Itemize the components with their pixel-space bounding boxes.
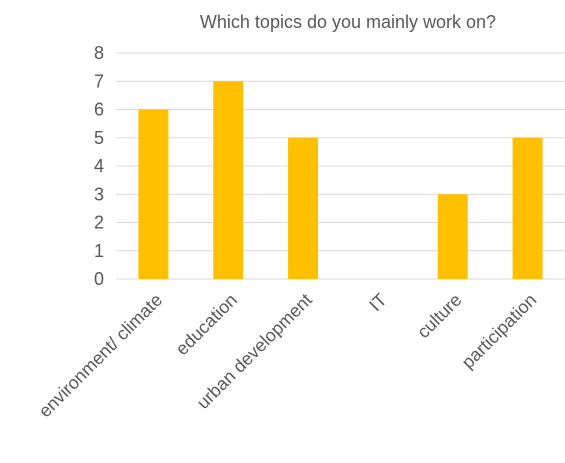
bar [213, 81, 244, 279]
x-tick-label: culture [413, 290, 465, 342]
bar [437, 194, 468, 279]
x-tick-label: IT [365, 290, 390, 315]
gridlines [116, 52, 565, 280]
x-tick-label: environment/ climate [35, 290, 167, 422]
y-tick-label: 1 [94, 241, 104, 261]
x-tick-label: participation [458, 290, 541, 373]
y-tick-label: 6 [94, 100, 104, 120]
x-tick-label: education [172, 290, 241, 359]
y-tick-label: 5 [94, 128, 104, 148]
bar [288, 137, 319, 279]
bar [138, 109, 169, 279]
y-tick-label: 2 [94, 213, 104, 233]
y-tick-label: 7 [94, 71, 104, 91]
bars [138, 81, 543, 279]
y-tick-label: 8 [94, 43, 104, 63]
y-axis-ticks: 0 1 2 3 4 5 6 7 8 [94, 43, 104, 289]
chart-title: Which topics do you mainly work on? [200, 12, 496, 32]
y-tick-label: 4 [94, 156, 104, 176]
bar [512, 137, 543, 279]
y-tick-label: 3 [94, 184, 104, 204]
y-tick-label: 0 [94, 269, 104, 289]
